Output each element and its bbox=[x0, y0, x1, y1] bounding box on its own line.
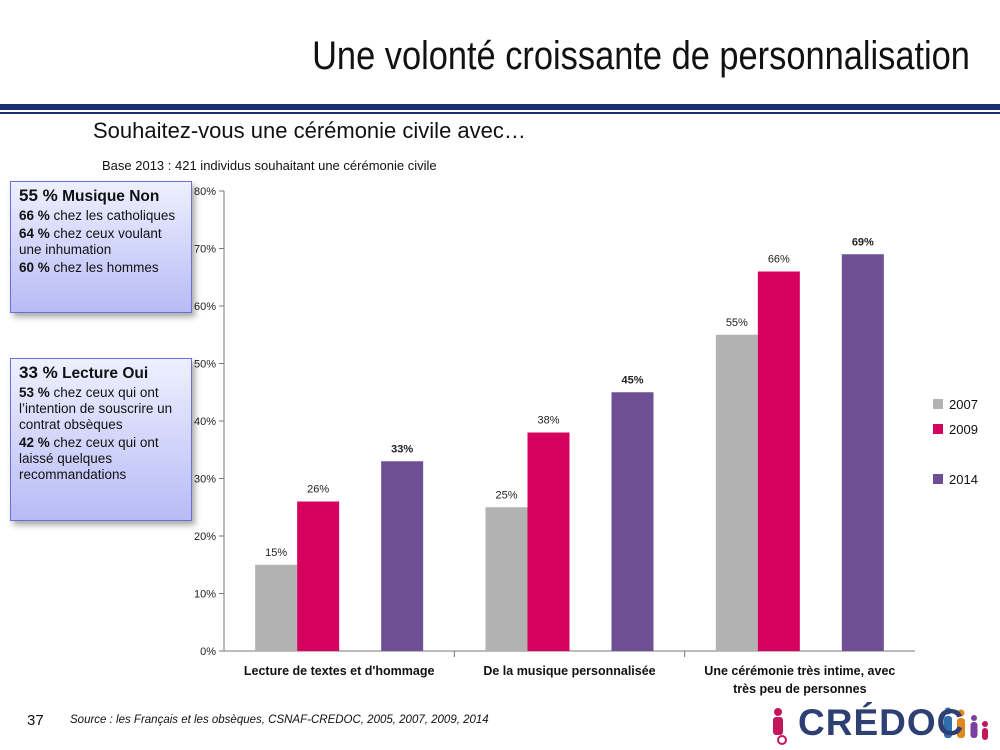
y-tick-label: 30% bbox=[194, 474, 216, 486]
page-number: 37 bbox=[27, 712, 44, 729]
callout-value: 60 % bbox=[19, 260, 50, 275]
y-tick-label: 50% bbox=[194, 359, 216, 371]
legend-swatch bbox=[933, 424, 943, 434]
callout-value: 53 % bbox=[19, 385, 50, 400]
data-label: 15% bbox=[265, 547, 287, 559]
base-note: Base 2013 : 421 individus souhaitant une… bbox=[102, 158, 437, 173]
x-category-label: Une cérémonie très intime, avec bbox=[704, 664, 895, 678]
data-label: 26% bbox=[307, 484, 329, 496]
y-tick-label: 10% bbox=[194, 589, 216, 601]
y-tick-label: 80% bbox=[194, 186, 216, 198]
logo-figures bbox=[773, 707, 988, 745]
callout-head-value: 33 % bbox=[19, 363, 58, 382]
legend-swatch bbox=[933, 399, 943, 409]
callout-musique: 55 % Musique Non 66 % chez les catholiqu… bbox=[10, 181, 192, 313]
bar-2014 bbox=[381, 461, 424, 651]
legend-label: 2007 bbox=[949, 397, 978, 412]
y-tick-label: 60% bbox=[194, 301, 216, 313]
legend-item-2014: 2014 bbox=[933, 472, 978, 487]
x-category-label: très peu de personnes bbox=[733, 682, 866, 696]
title-divider-thin bbox=[0, 112, 1000, 114]
y-tick-label: 20% bbox=[194, 531, 216, 543]
callout-text: chez ceux qui ont laissé quelques recomm… bbox=[19, 435, 159, 482]
callout-text: chez ceux qui ont l’intention de souscri… bbox=[19, 385, 173, 432]
legend-item-2009: 2009 bbox=[933, 422, 978, 437]
y-tick-label: 0% bbox=[200, 646, 216, 658]
bar-2007 bbox=[715, 334, 758, 651]
data-label: 25% bbox=[495, 489, 517, 501]
legend-swatch bbox=[933, 474, 943, 484]
callout-text: chez ceux voulant une inhumation bbox=[19, 226, 162, 257]
legend-label: 2009 bbox=[949, 422, 978, 437]
data-label: 55% bbox=[726, 317, 748, 329]
slide-title: Une volonté croissante de personnalisati… bbox=[312, 34, 970, 78]
bar-2007 bbox=[485, 507, 528, 651]
callout-head-text: Lecture Oui bbox=[62, 365, 149, 382]
data-label: 69% bbox=[852, 236, 874, 248]
x-category-label: Lecture de textes et d'hommage bbox=[244, 664, 435, 678]
callout-head-text: Musique Non bbox=[62, 188, 160, 205]
bar-2014 bbox=[611, 392, 654, 651]
bar-2009 bbox=[297, 501, 340, 651]
bar-2007 bbox=[255, 564, 298, 651]
title-divider bbox=[0, 104, 1000, 110]
bar-2009 bbox=[527, 432, 570, 651]
callout-value: 66 % bbox=[19, 208, 50, 223]
callout-value: 42 % bbox=[19, 435, 50, 450]
callout-value: 64 % bbox=[19, 226, 50, 241]
callout-text: chez les hommes bbox=[49, 260, 159, 275]
bar-2014 bbox=[841, 254, 884, 651]
logo-text: CRÉDOC bbox=[798, 702, 965, 743]
callout-head-value: 55 % bbox=[19, 186, 58, 205]
x-category-label: De la musique personnalisée bbox=[483, 664, 655, 678]
credoc-logo: CRÉDOC bbox=[768, 702, 993, 746]
source-note: Source : les Français et les obsèques, C… bbox=[70, 714, 489, 726]
data-label: 45% bbox=[621, 374, 643, 386]
question-text: Souhaitez-vous une cérémonie civile avec… bbox=[93, 118, 526, 143]
y-tick-label: 40% bbox=[194, 416, 216, 428]
data-label: 33% bbox=[391, 443, 413, 455]
data-label: 38% bbox=[537, 415, 559, 427]
bar-2009 bbox=[757, 271, 800, 651]
y-tick-label: 70% bbox=[194, 244, 216, 256]
data-label: 66% bbox=[768, 254, 790, 266]
legend-label: 2014 bbox=[949, 472, 978, 487]
legend-item-2007: 2007 bbox=[933, 397, 978, 412]
callout-lecture: 33 % Lecture Oui 53 % chez ceux qui ont … bbox=[10, 358, 192, 521]
callout-text: chez les catholiques bbox=[49, 208, 176, 223]
